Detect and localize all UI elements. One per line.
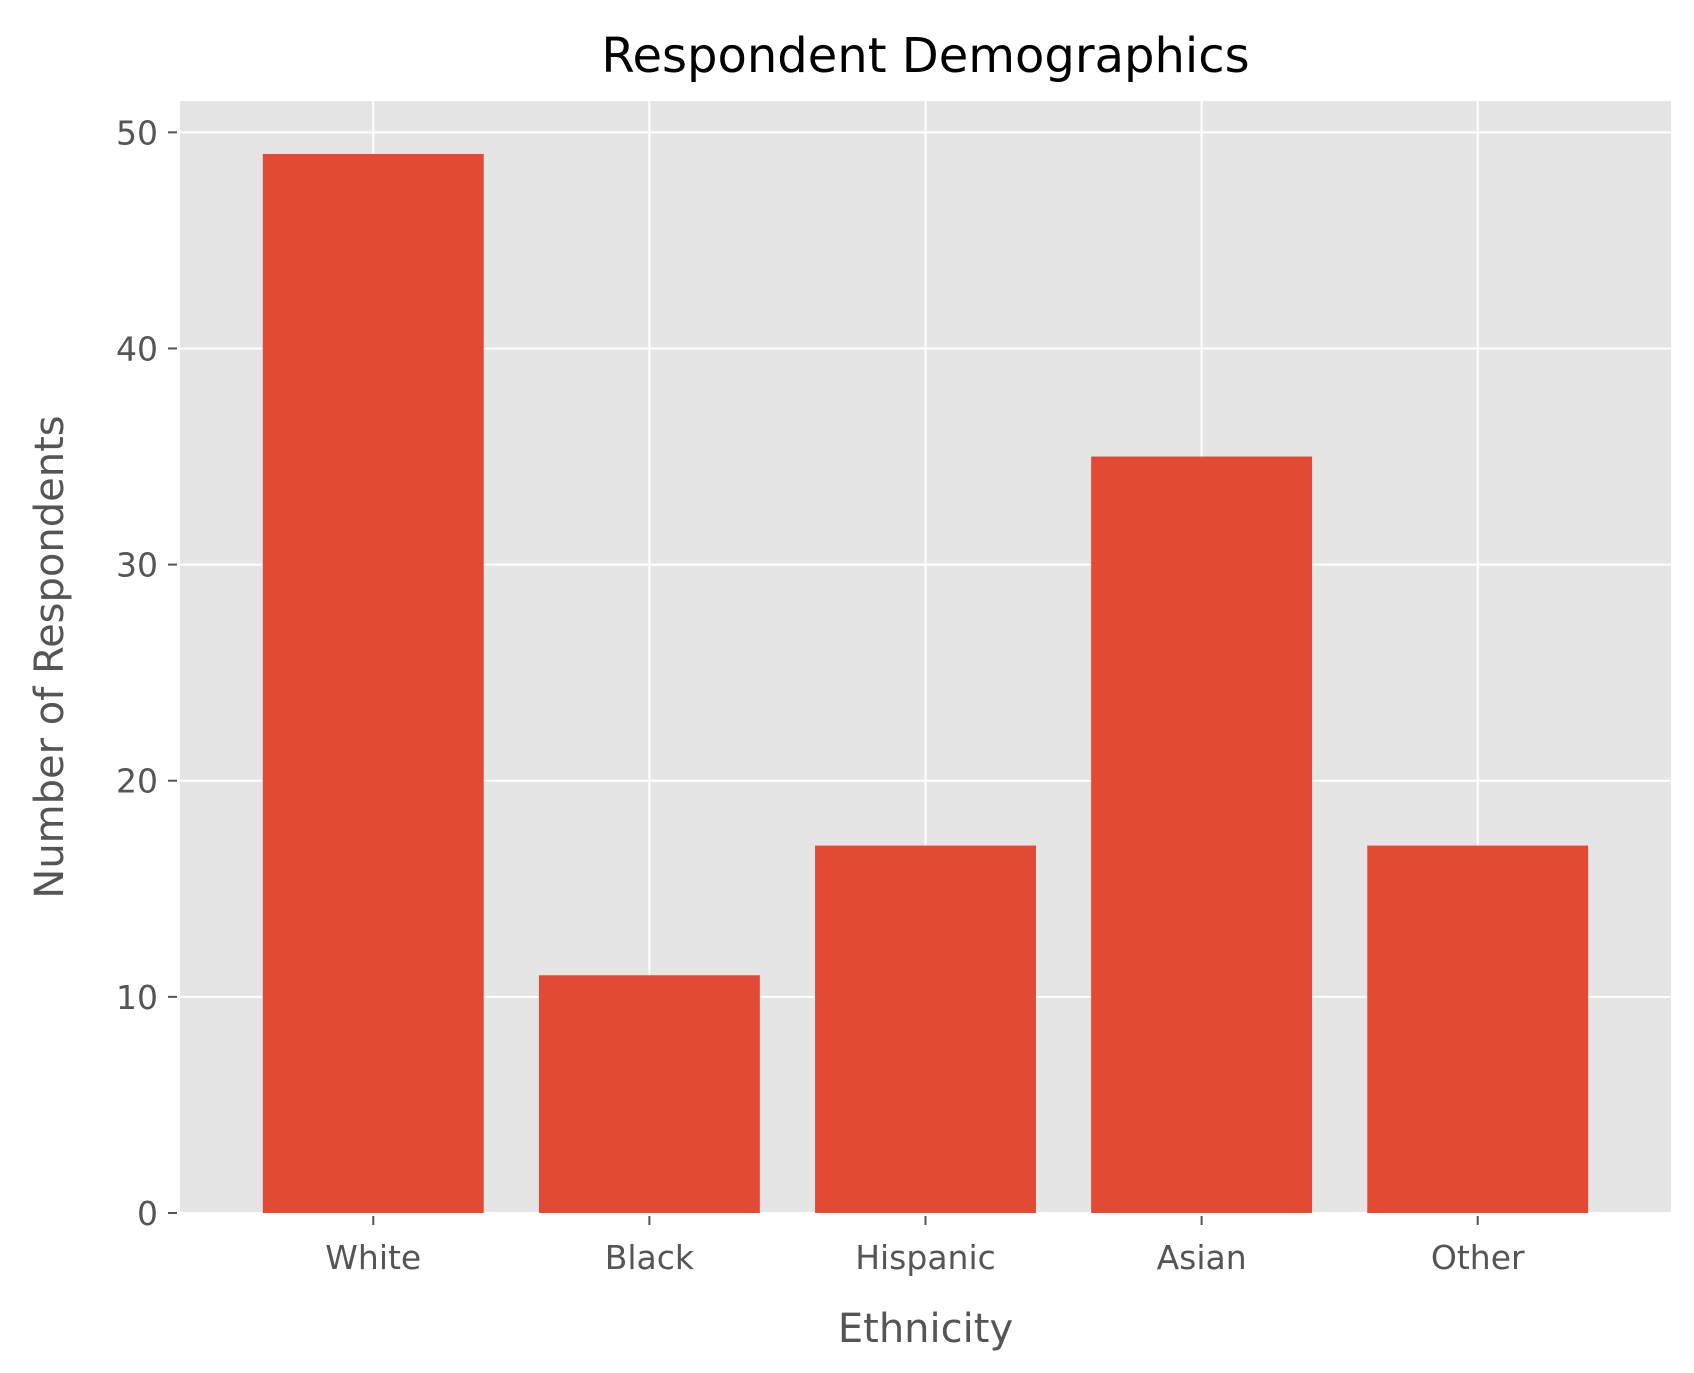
y-tick-label: 30 [116,546,158,585]
y-axis-label: Number of Respondents [27,415,73,898]
x-tick-label: Asian [1157,1238,1247,1277]
bar-hispanic [815,845,1036,1213]
bar-black [538,975,760,1213]
y-tick-label: 10 [116,978,158,1017]
y-axis: 0 10 20 30 40 50 [116,113,177,1233]
x-tick-label: Other [1431,1238,1525,1277]
y-tick-label: 20 [116,762,158,801]
x-tick-label: Black [605,1238,695,1277]
chart-title: Respondent Demographics [601,28,1249,84]
x-axis-label: Ethnicity [838,1306,1013,1352]
bar-other [1367,845,1589,1213]
x-tick-label: Hispanic [855,1238,996,1277]
bar-asian [1091,456,1313,1213]
x-tick-label: White [325,1238,421,1277]
y-tick-label: 0 [137,1194,158,1233]
x-axis: White Black Hispanic Asian Other [325,1216,1525,1277]
y-tick-label: 50 [116,113,158,152]
y-tick-label: 40 [116,329,158,368]
bar-white [262,153,484,1213]
bars [262,153,1589,1213]
